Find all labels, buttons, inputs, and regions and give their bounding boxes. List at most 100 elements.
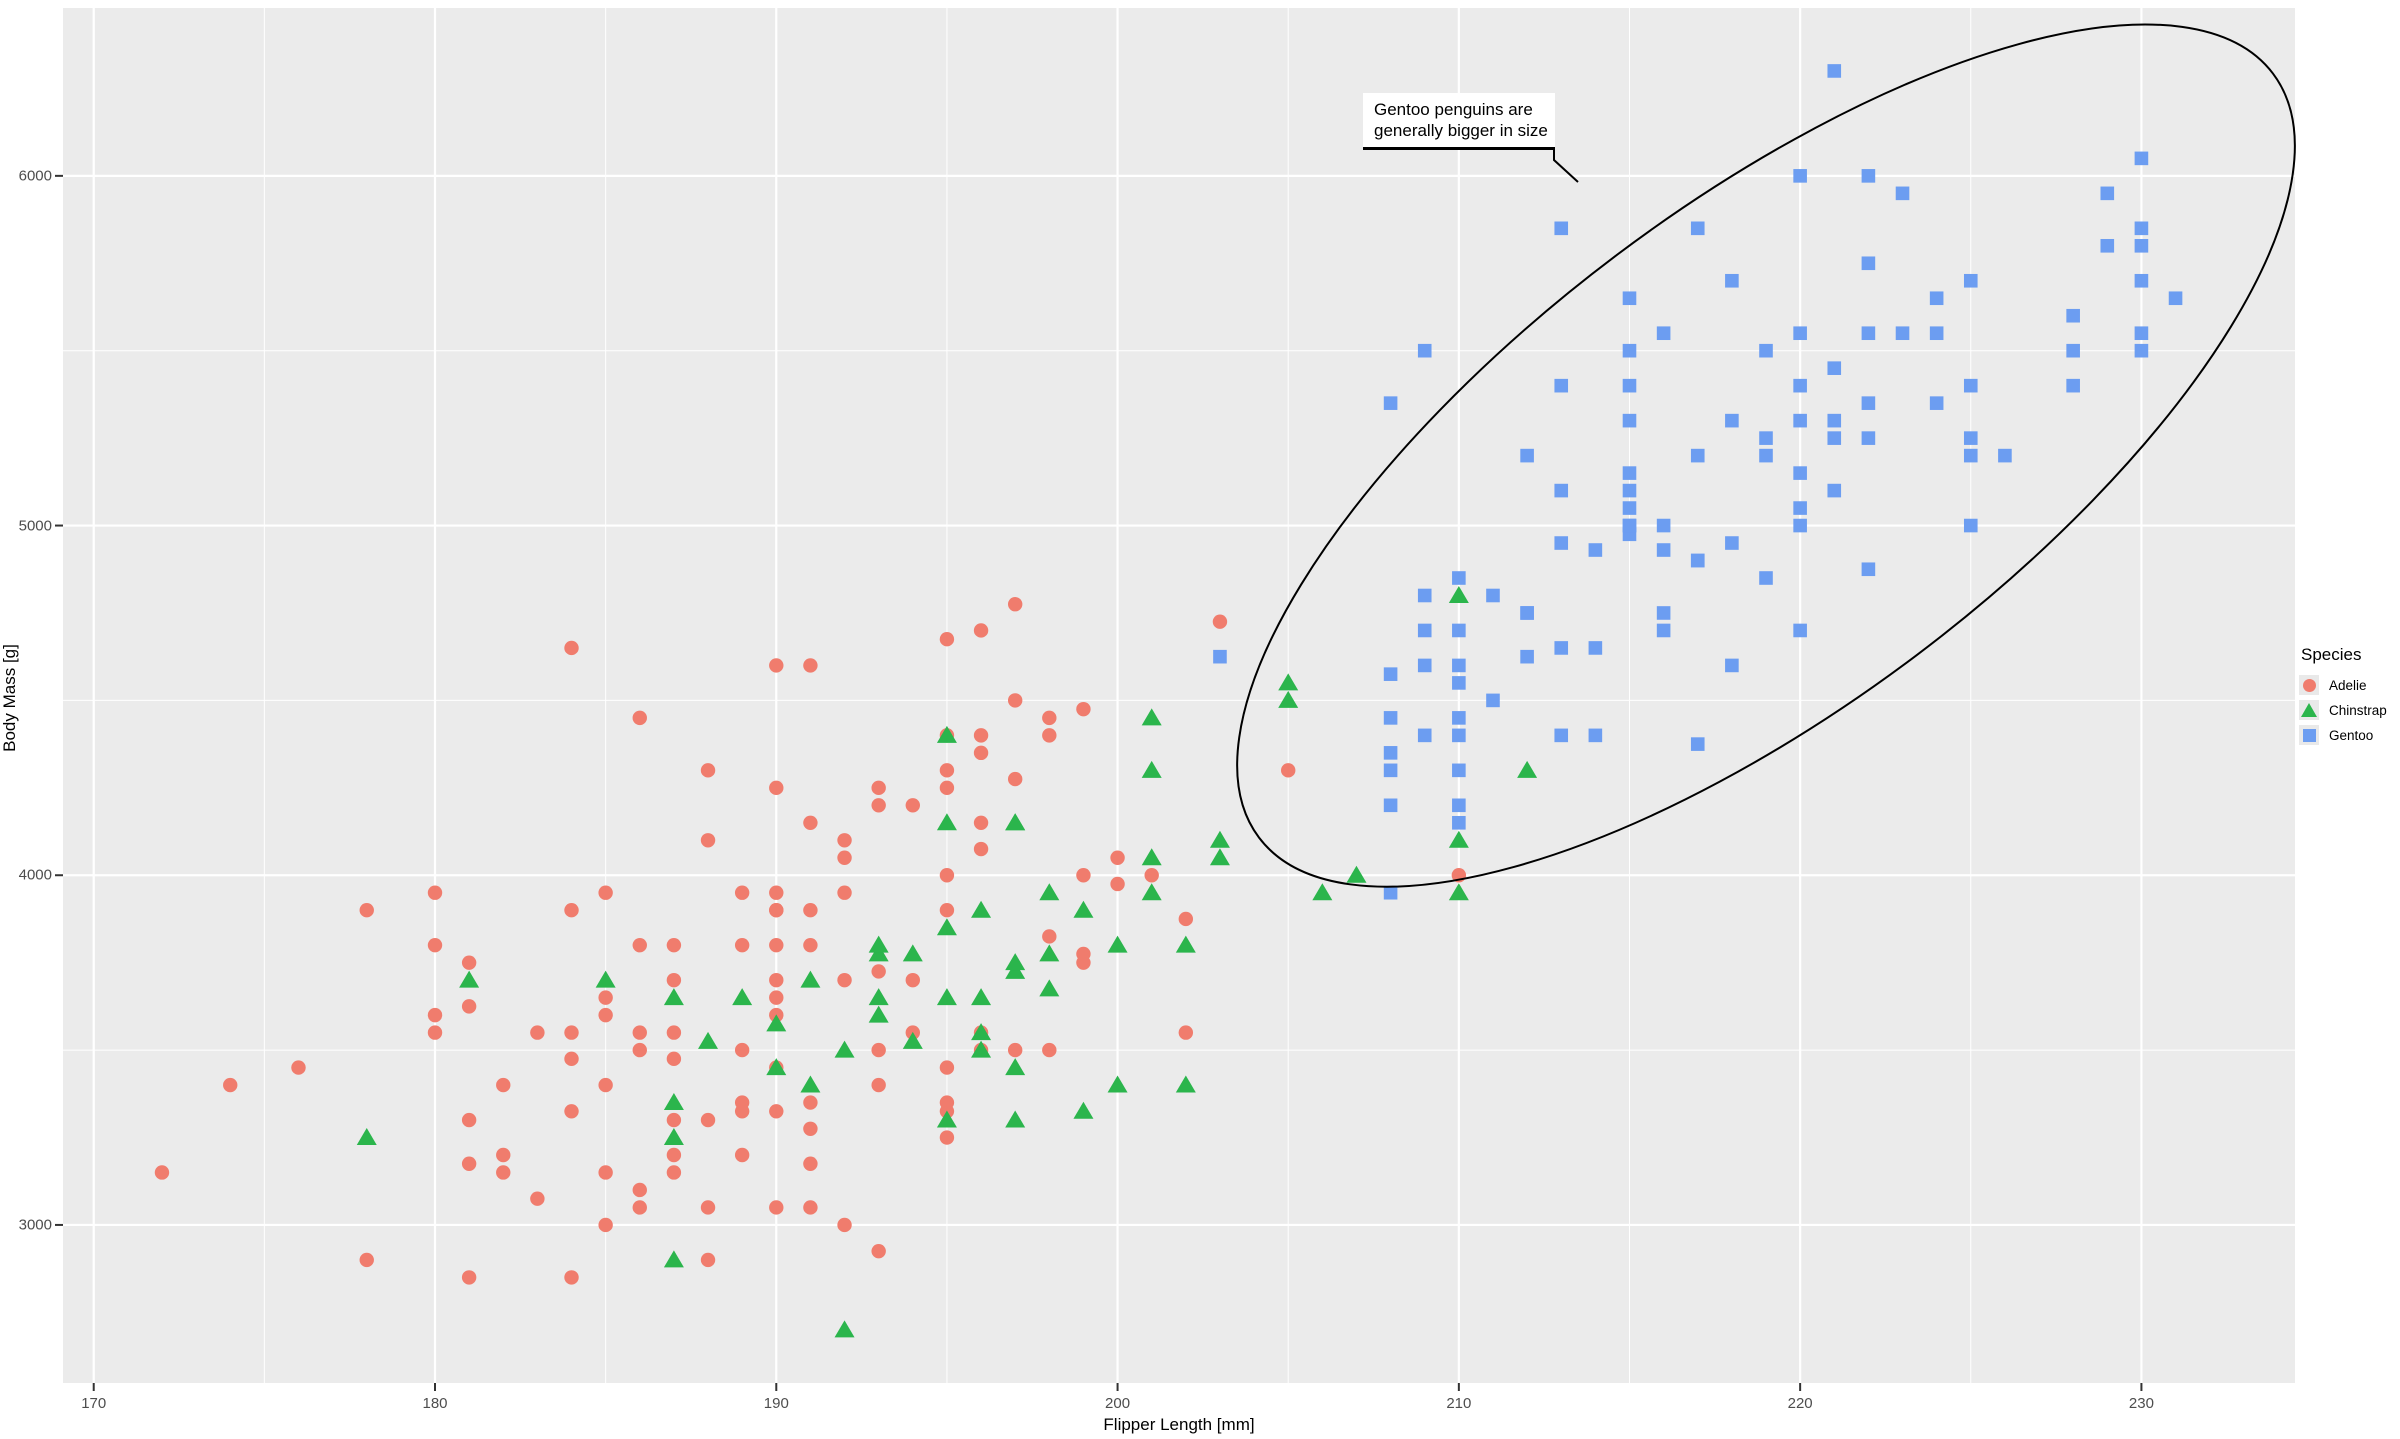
data-point-gentoo xyxy=(1827,431,1842,445)
data-point-adelie xyxy=(871,964,886,979)
data-point-gentoo xyxy=(1622,413,1637,428)
y-axis-title: Body Mass [g] xyxy=(0,644,19,752)
data-point-gentoo xyxy=(2168,291,2183,306)
data-point-adelie xyxy=(1076,701,1091,717)
data-point-gentoo xyxy=(1383,396,1398,410)
data-point-chinstrap xyxy=(936,1110,957,1128)
data-point-gentoo xyxy=(2066,343,2080,358)
data-point-chinstrap xyxy=(1039,979,1060,997)
data-point-gentoo xyxy=(1929,326,1944,341)
data-point-adelie xyxy=(666,937,682,953)
data-point-adelie xyxy=(700,763,716,778)
data-point-gentoo xyxy=(1554,378,1569,393)
x-tick-label: 220 xyxy=(1787,1395,1813,1412)
annotation-callout: Gentoo penguins are generally bigger in … xyxy=(1363,93,1555,149)
data-point-adelie xyxy=(871,798,886,813)
data-point-gentoo xyxy=(1383,798,1398,813)
data-point-adelie xyxy=(700,1112,716,1128)
data-point-adelie xyxy=(598,1217,613,1233)
data-point-chinstrap xyxy=(1278,690,1299,708)
data-point-chinstrap xyxy=(1005,1058,1026,1076)
data-point-chinstrap xyxy=(1448,830,1469,848)
data-point-adelie xyxy=(427,937,443,953)
data-point-adelie xyxy=(666,1051,682,1067)
data-point-gentoo xyxy=(1690,737,1705,751)
data-point-chinstrap xyxy=(1005,953,1026,971)
data-point-gentoo xyxy=(1452,623,1466,638)
legend-item-chinstrap: Chinstrap xyxy=(2299,700,2387,720)
legend-item-label: Chinstrap xyxy=(2329,702,2387,718)
data-point-adelie xyxy=(905,972,920,988)
data-point-adelie xyxy=(427,1007,443,1023)
data-point-gentoo xyxy=(1998,448,2012,463)
data-point-gentoo xyxy=(1827,64,1842,78)
data-point-gentoo xyxy=(1486,588,1500,603)
data-point-gentoo xyxy=(1793,326,1807,341)
data-point-chinstrap xyxy=(800,1075,821,1093)
data-point-gentoo xyxy=(1452,728,1466,743)
data-point-adelie xyxy=(700,833,716,848)
data-point-adelie xyxy=(734,1042,750,1058)
data-point-chinstrap xyxy=(1005,813,1026,831)
data-point-adelie xyxy=(700,1252,716,1268)
data-point-chinstrap xyxy=(459,970,480,988)
data-point-adelie xyxy=(564,640,579,656)
data-point-chinstrap xyxy=(1448,883,1469,901)
data-point-gentoo xyxy=(1861,256,1876,271)
x-tick-label: 200 xyxy=(1105,1395,1131,1412)
data-point-adelie xyxy=(1110,850,1125,865)
gentoo-square-icon xyxy=(2302,728,2316,742)
data-point-chinstrap xyxy=(1209,830,1230,848)
data-point-gentoo xyxy=(1690,448,1705,463)
data-point-adelie xyxy=(666,1165,682,1180)
data-point-chinstrap xyxy=(356,1128,377,1146)
data-point-adelie xyxy=(1144,868,1159,883)
data-point-gentoo xyxy=(1759,571,1773,585)
legend-item-gentoo: Gentoo xyxy=(2299,725,2387,745)
data-point-adelie xyxy=(1178,1025,1194,1040)
data-point-adelie xyxy=(154,1165,170,1180)
data-point-adelie xyxy=(1110,876,1125,892)
data-point-gentoo xyxy=(1520,649,1534,664)
y-tick-label: 5000 xyxy=(18,517,52,535)
data-point-chinstrap xyxy=(595,970,616,988)
data-point-adelie xyxy=(871,1042,886,1058)
data-point-gentoo xyxy=(1656,518,1671,533)
data-point-adelie xyxy=(530,1191,545,1206)
data-point-gentoo xyxy=(1554,728,1569,743)
data-point-adelie xyxy=(530,1025,545,1040)
legend-item-label: Gentoo xyxy=(2329,727,2374,743)
data-point-adelie xyxy=(632,1042,647,1058)
data-point-chinstrap xyxy=(868,944,889,962)
data-point-adelie xyxy=(973,815,989,830)
data-point-chinstrap xyxy=(1039,944,1060,962)
data-point-adelie xyxy=(837,972,852,988)
data-point-chinstrap xyxy=(971,1023,992,1041)
data-point-adelie xyxy=(496,1165,511,1180)
data-point-chinstrap xyxy=(1448,585,1469,603)
data-point-gentoo xyxy=(1588,728,1603,743)
data-point-gentoo xyxy=(1793,501,1807,515)
data-point-gentoo xyxy=(2100,186,2115,201)
data-point-gentoo xyxy=(1213,649,1227,664)
data-point-chinstrap xyxy=(663,1128,684,1146)
data-point-adelie xyxy=(939,903,955,918)
legend-item-label: Adelie xyxy=(2329,677,2367,693)
data-point-chinstrap xyxy=(1278,673,1299,691)
data-point-chinstrap xyxy=(971,900,992,918)
data-point-gentoo xyxy=(1725,658,1739,673)
data-point-chinstrap xyxy=(1107,1075,1128,1093)
data-point-gentoo xyxy=(1520,606,1534,620)
data-point-adelie xyxy=(769,1200,784,1215)
x-tick-label: 230 xyxy=(2128,1395,2154,1412)
data-point-gentoo xyxy=(1793,518,1807,533)
data-point-chinstrap xyxy=(1312,883,1333,901)
data-point-chinstrap xyxy=(766,1014,787,1032)
data-point-gentoo xyxy=(2134,273,2149,288)
data-point-gentoo xyxy=(2134,238,2149,253)
data-point-adelie xyxy=(803,937,818,953)
data-point-adelie xyxy=(973,623,989,638)
data-point-adelie xyxy=(632,1200,647,1215)
data-point-chinstrap xyxy=(1175,1075,1196,1093)
data-point-adelie xyxy=(769,937,784,953)
